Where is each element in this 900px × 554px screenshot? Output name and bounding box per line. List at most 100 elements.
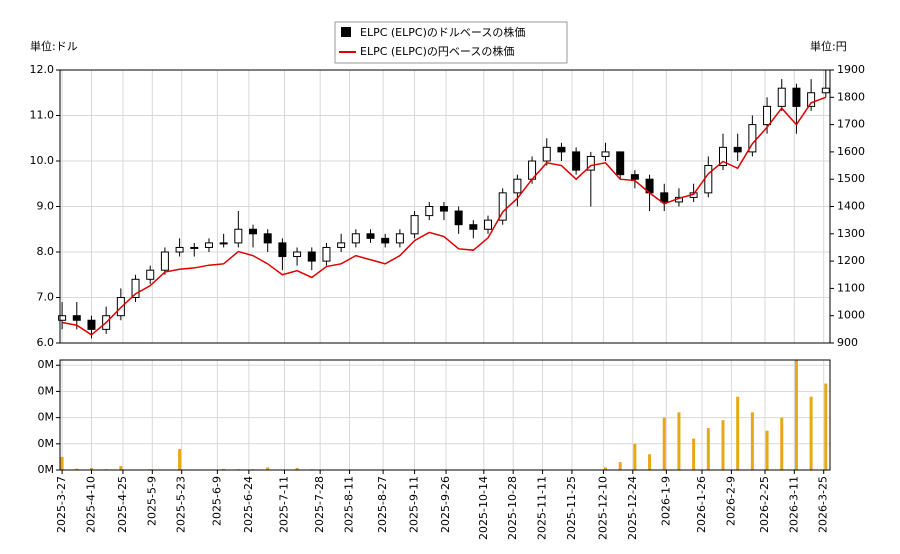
candle-body [308, 252, 315, 261]
x-tick-label: 2025-12-10 [596, 476, 609, 540]
volume-bar [795, 360, 798, 470]
x-tick-label: 2025-6-9 [210, 476, 223, 526]
x-tick-label: 2025-7-28 [313, 476, 326, 533]
candle-body [367, 234, 374, 239]
y2-tick-label: 1600 [837, 145, 865, 158]
candle-body [705, 166, 712, 193]
x-tick-label: 2025-8-27 [376, 476, 389, 533]
y-tick-label: 0M [38, 411, 55, 424]
y2-tick-label: 1900 [837, 63, 865, 76]
y-tick-label: 0M [38, 384, 55, 397]
candle-body [543, 147, 550, 161]
plot-frame [60, 360, 830, 470]
candle-body [411, 216, 418, 234]
volume-bar [178, 449, 181, 470]
x-tick-label: 2025-4-25 [116, 476, 129, 533]
legend-label: ELPC (ELPC)の円ベースの株価 [360, 44, 514, 58]
y2-tick-label: 1100 [837, 281, 865, 294]
y-tick-label: 0M [38, 358, 55, 371]
x-tick-label: 2025-11-11 [536, 476, 549, 540]
y2-tick-label: 1400 [837, 200, 865, 213]
legend-label: ELPC (ELPC)のドルベースの株価 [360, 25, 525, 39]
y-tick-label: 10.0 [30, 154, 55, 167]
x-tick-label: 2025-10-14 [477, 476, 490, 540]
candle-body [617, 152, 624, 175]
volume-bar [663, 418, 666, 470]
volume-bar [810, 397, 813, 470]
x-tick-label: 2026-1-26 [695, 476, 708, 533]
volume-bar [766, 431, 769, 470]
candle-body [382, 238, 389, 243]
candle-body [485, 220, 492, 229]
volume-bar [633, 444, 636, 470]
y-tick-label: 11.0 [30, 109, 55, 122]
candle-body [734, 147, 741, 152]
candle-body [279, 243, 286, 257]
volume-bar [619, 462, 622, 470]
x-tick-label: 2026-3-11 [787, 476, 800, 533]
x-tick-label: 2025-3-27 [55, 476, 68, 533]
y-tick-label: 7.0 [37, 291, 55, 304]
volume-bar [751, 412, 754, 470]
x-tick-label: 2025-10-28 [506, 476, 519, 540]
y-tick-label: 0M [38, 437, 55, 450]
x-tick-label: 2025-5-9 [145, 476, 158, 526]
x-tick-label: 2025-9-11 [408, 476, 421, 533]
candle-body [793, 88, 800, 106]
legend-swatch [341, 27, 351, 37]
candle-body [191, 247, 198, 248]
x-tick-label: 2025-8-11 [343, 476, 356, 533]
volume-bar [119, 466, 122, 470]
volume-bar [61, 457, 64, 470]
volume-bar [692, 439, 695, 470]
candle-body [661, 193, 668, 202]
volume-bar [780, 418, 783, 470]
volume-bar [677, 412, 680, 470]
candle-body [396, 234, 403, 243]
y-unit: 単位:ドル [30, 39, 78, 53]
x-tick-label: 2026-3-25 [817, 476, 830, 533]
x-tick-label: 2025-4-10 [84, 476, 97, 533]
candle-body [808, 93, 815, 107]
volume-bar [707, 428, 710, 470]
y-tick-label: 9.0 [37, 200, 55, 213]
x-tick-label: 2026-2-25 [758, 476, 771, 533]
x-tick-label: 2025-5-23 [175, 476, 188, 533]
y-tick-label: 0M [38, 463, 55, 476]
candle-body [631, 175, 638, 180]
x-tick-label: 2025-11-25 [565, 476, 578, 540]
candle-body [455, 211, 462, 225]
volume-bar [648, 454, 651, 470]
candle-body [205, 243, 212, 248]
candle-body [352, 234, 359, 243]
candle-body [235, 229, 242, 243]
candle-body [470, 225, 477, 230]
y2-tick-label: 1800 [837, 90, 865, 103]
y2-tick-label: 1500 [837, 172, 865, 185]
candle-body [264, 234, 271, 243]
x-tick-label: 2026-2-9 [724, 476, 737, 526]
y-tick-label: 12.0 [30, 63, 55, 76]
candle-body [250, 229, 257, 234]
y2-tick-label: 1000 [837, 309, 865, 322]
y2-tick-label: 1200 [837, 254, 865, 267]
candle-body [323, 247, 330, 261]
y2-unit: 単位:円 [810, 39, 847, 53]
candle-body [220, 243, 227, 244]
candle-body [558, 147, 565, 152]
y2-tick-label: 1700 [837, 118, 865, 131]
candle-body [161, 252, 168, 270]
candle-body [147, 270, 154, 279]
candle-body [514, 179, 521, 193]
candle-body [822, 88, 829, 93]
x-tick-label: 2026-1-9 [659, 476, 672, 526]
candle-body [294, 252, 301, 257]
y-tick-label: 6.0 [37, 336, 55, 349]
candle-body [176, 247, 183, 252]
candle-body [764, 106, 771, 124]
volume-bar [824, 384, 827, 470]
candle-body [602, 152, 609, 157]
x-tick-label: 2025-7-11 [277, 476, 290, 533]
x-tick-label: 2025-9-26 [439, 476, 452, 533]
